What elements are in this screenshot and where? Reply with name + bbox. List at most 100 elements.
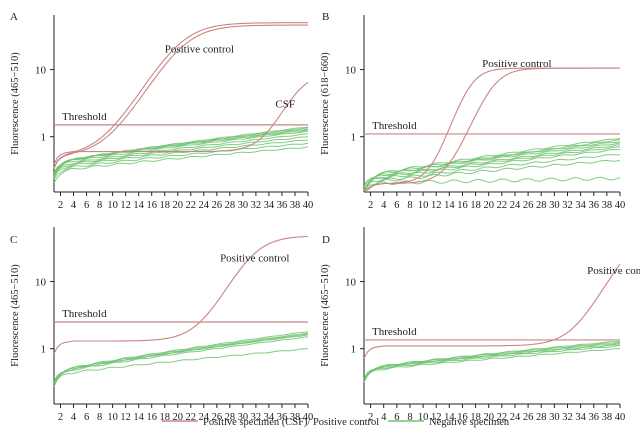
x-tick-label: 20 <box>172 412 183 423</box>
x-tick-label: 26 <box>523 200 534 211</box>
x-tick-label: 34 <box>264 200 275 211</box>
x-tick-label: 10 <box>418 200 429 211</box>
x-tick-label: 20 <box>483 200 494 211</box>
y-tick-label: 10 <box>345 65 357 77</box>
positive-curve <box>53 81 309 165</box>
x-tick-label: 12 <box>431 412 442 423</box>
x-tick-label: 18 <box>470 412 481 423</box>
y-tick-label: 10 <box>35 65 47 77</box>
annotation-label: Positive control <box>220 252 289 264</box>
negative-curve <box>363 146 620 191</box>
x-tick-label: 16 <box>457 412 468 423</box>
x-tick-label: 28 <box>536 412 547 423</box>
x-tick-label: 36 <box>588 200 599 211</box>
legend-positive-label: Positive specimen (CSF)/ Positive contro… <box>203 417 379 428</box>
x-tick-label: 24 <box>510 200 521 211</box>
x-tick-label: 26 <box>212 412 223 423</box>
x-tick-label: 14 <box>444 200 455 211</box>
positive-curve <box>53 235 309 354</box>
x-tick-label: 32 <box>562 200 573 211</box>
x-tick-label: 24 <box>199 200 210 211</box>
x-tick-label: 16 <box>146 412 157 423</box>
negative-curve <box>53 348 309 387</box>
y-tick-label: 1 <box>351 132 357 144</box>
x-tick-label: 40 <box>303 200 314 211</box>
panel-letter: D <box>322 234 330 246</box>
threshold-label: Threshold <box>372 326 417 338</box>
negative-curve <box>363 159 621 191</box>
x-tick-label: 38 <box>602 412 613 423</box>
x-tick-label: 6 <box>84 412 89 423</box>
x-tick-label: 36 <box>277 412 288 423</box>
x-tick-label: 22 <box>497 412 508 423</box>
x-tick-label: 22 <box>497 200 508 211</box>
annotation-label: CSF <box>275 99 295 111</box>
x-tick-label: 18 <box>159 412 170 423</box>
x-tick-label: 18 <box>470 200 481 211</box>
x-tick-label: 30 <box>238 412 249 423</box>
x-tick-label: 14 <box>444 412 455 423</box>
negative-curve <box>363 138 621 191</box>
negative-curve <box>363 345 621 383</box>
x-tick-label: 40 <box>615 412 626 423</box>
x-tick-label: 20 <box>172 200 183 211</box>
x-tick-label: 16 <box>146 200 157 211</box>
x-tick-label: 30 <box>549 412 560 423</box>
negative-curve <box>53 136 309 178</box>
x-tick-label: 4 <box>381 200 387 211</box>
x-tick-label: 34 <box>264 412 275 423</box>
panel-letter: B <box>322 11 329 23</box>
y-tick-label: 10 <box>35 277 47 289</box>
negative-curve <box>363 344 621 380</box>
negative-curve <box>363 342 621 382</box>
x-tick-label: 18 <box>159 200 170 211</box>
annotation-label: Positive control <box>165 43 234 55</box>
x-tick-label: 34 <box>575 200 586 211</box>
x-tick-label: 40 <box>303 412 314 423</box>
x-tick-label: 26 <box>523 412 534 423</box>
threshold-label: Threshold <box>62 308 107 320</box>
annotation-label: Positive control <box>587 265 640 277</box>
y-axis-label: Fluorescence (465−510) <box>10 264 21 367</box>
y-tick-label: 10 <box>345 277 357 289</box>
x-tick-label: 10 <box>107 412 118 423</box>
y-axis-label: Fluorescence (465−510) <box>10 52 21 155</box>
x-tick-label: 38 <box>290 200 301 211</box>
negative-curve <box>53 333 309 384</box>
x-tick-label: 38 <box>602 200 613 211</box>
x-tick-label: 28 <box>225 412 236 423</box>
x-tick-label: 8 <box>97 200 102 211</box>
x-tick-label: 22 <box>186 412 197 423</box>
x-tick-label: 28 <box>225 200 236 211</box>
x-tick-label: 38 <box>290 412 301 423</box>
negative-curve <box>53 130 309 177</box>
x-tick-label: 32 <box>251 200 262 211</box>
x-tick-label: 36 <box>588 412 599 423</box>
x-tick-label: 34 <box>575 412 586 423</box>
x-tick-label: 14 <box>133 200 144 211</box>
x-tick-label: 8 <box>407 412 412 423</box>
y-tick-label: 1 <box>351 344 357 356</box>
x-tick-label: 32 <box>562 412 573 423</box>
x-tick-label: 14 <box>133 412 144 423</box>
negative-curve <box>53 146 309 183</box>
x-tick-label: 12 <box>431 200 442 211</box>
x-tick-label: 30 <box>549 200 560 211</box>
positive-curve <box>363 263 621 359</box>
x-tick-label: 10 <box>418 412 429 423</box>
negative-curve <box>53 133 309 178</box>
x-tick-label: 24 <box>199 412 210 423</box>
y-axis-label: Fluorescence (465−510) <box>320 264 331 367</box>
positive-curve <box>53 24 308 169</box>
x-tick-label: 10 <box>107 200 118 211</box>
x-tick-label: 12 <box>120 200 131 211</box>
x-tick-label: 2 <box>58 200 63 211</box>
negative-curve <box>364 176 621 191</box>
legend: Positive specimen (CSF)/ Positive contro… <box>162 417 510 428</box>
x-tick-label: 26 <box>212 200 223 211</box>
x-tick-label: 30 <box>238 200 249 211</box>
threshold-label: Threshold <box>62 111 107 123</box>
x-tick-label: 2 <box>368 200 373 211</box>
